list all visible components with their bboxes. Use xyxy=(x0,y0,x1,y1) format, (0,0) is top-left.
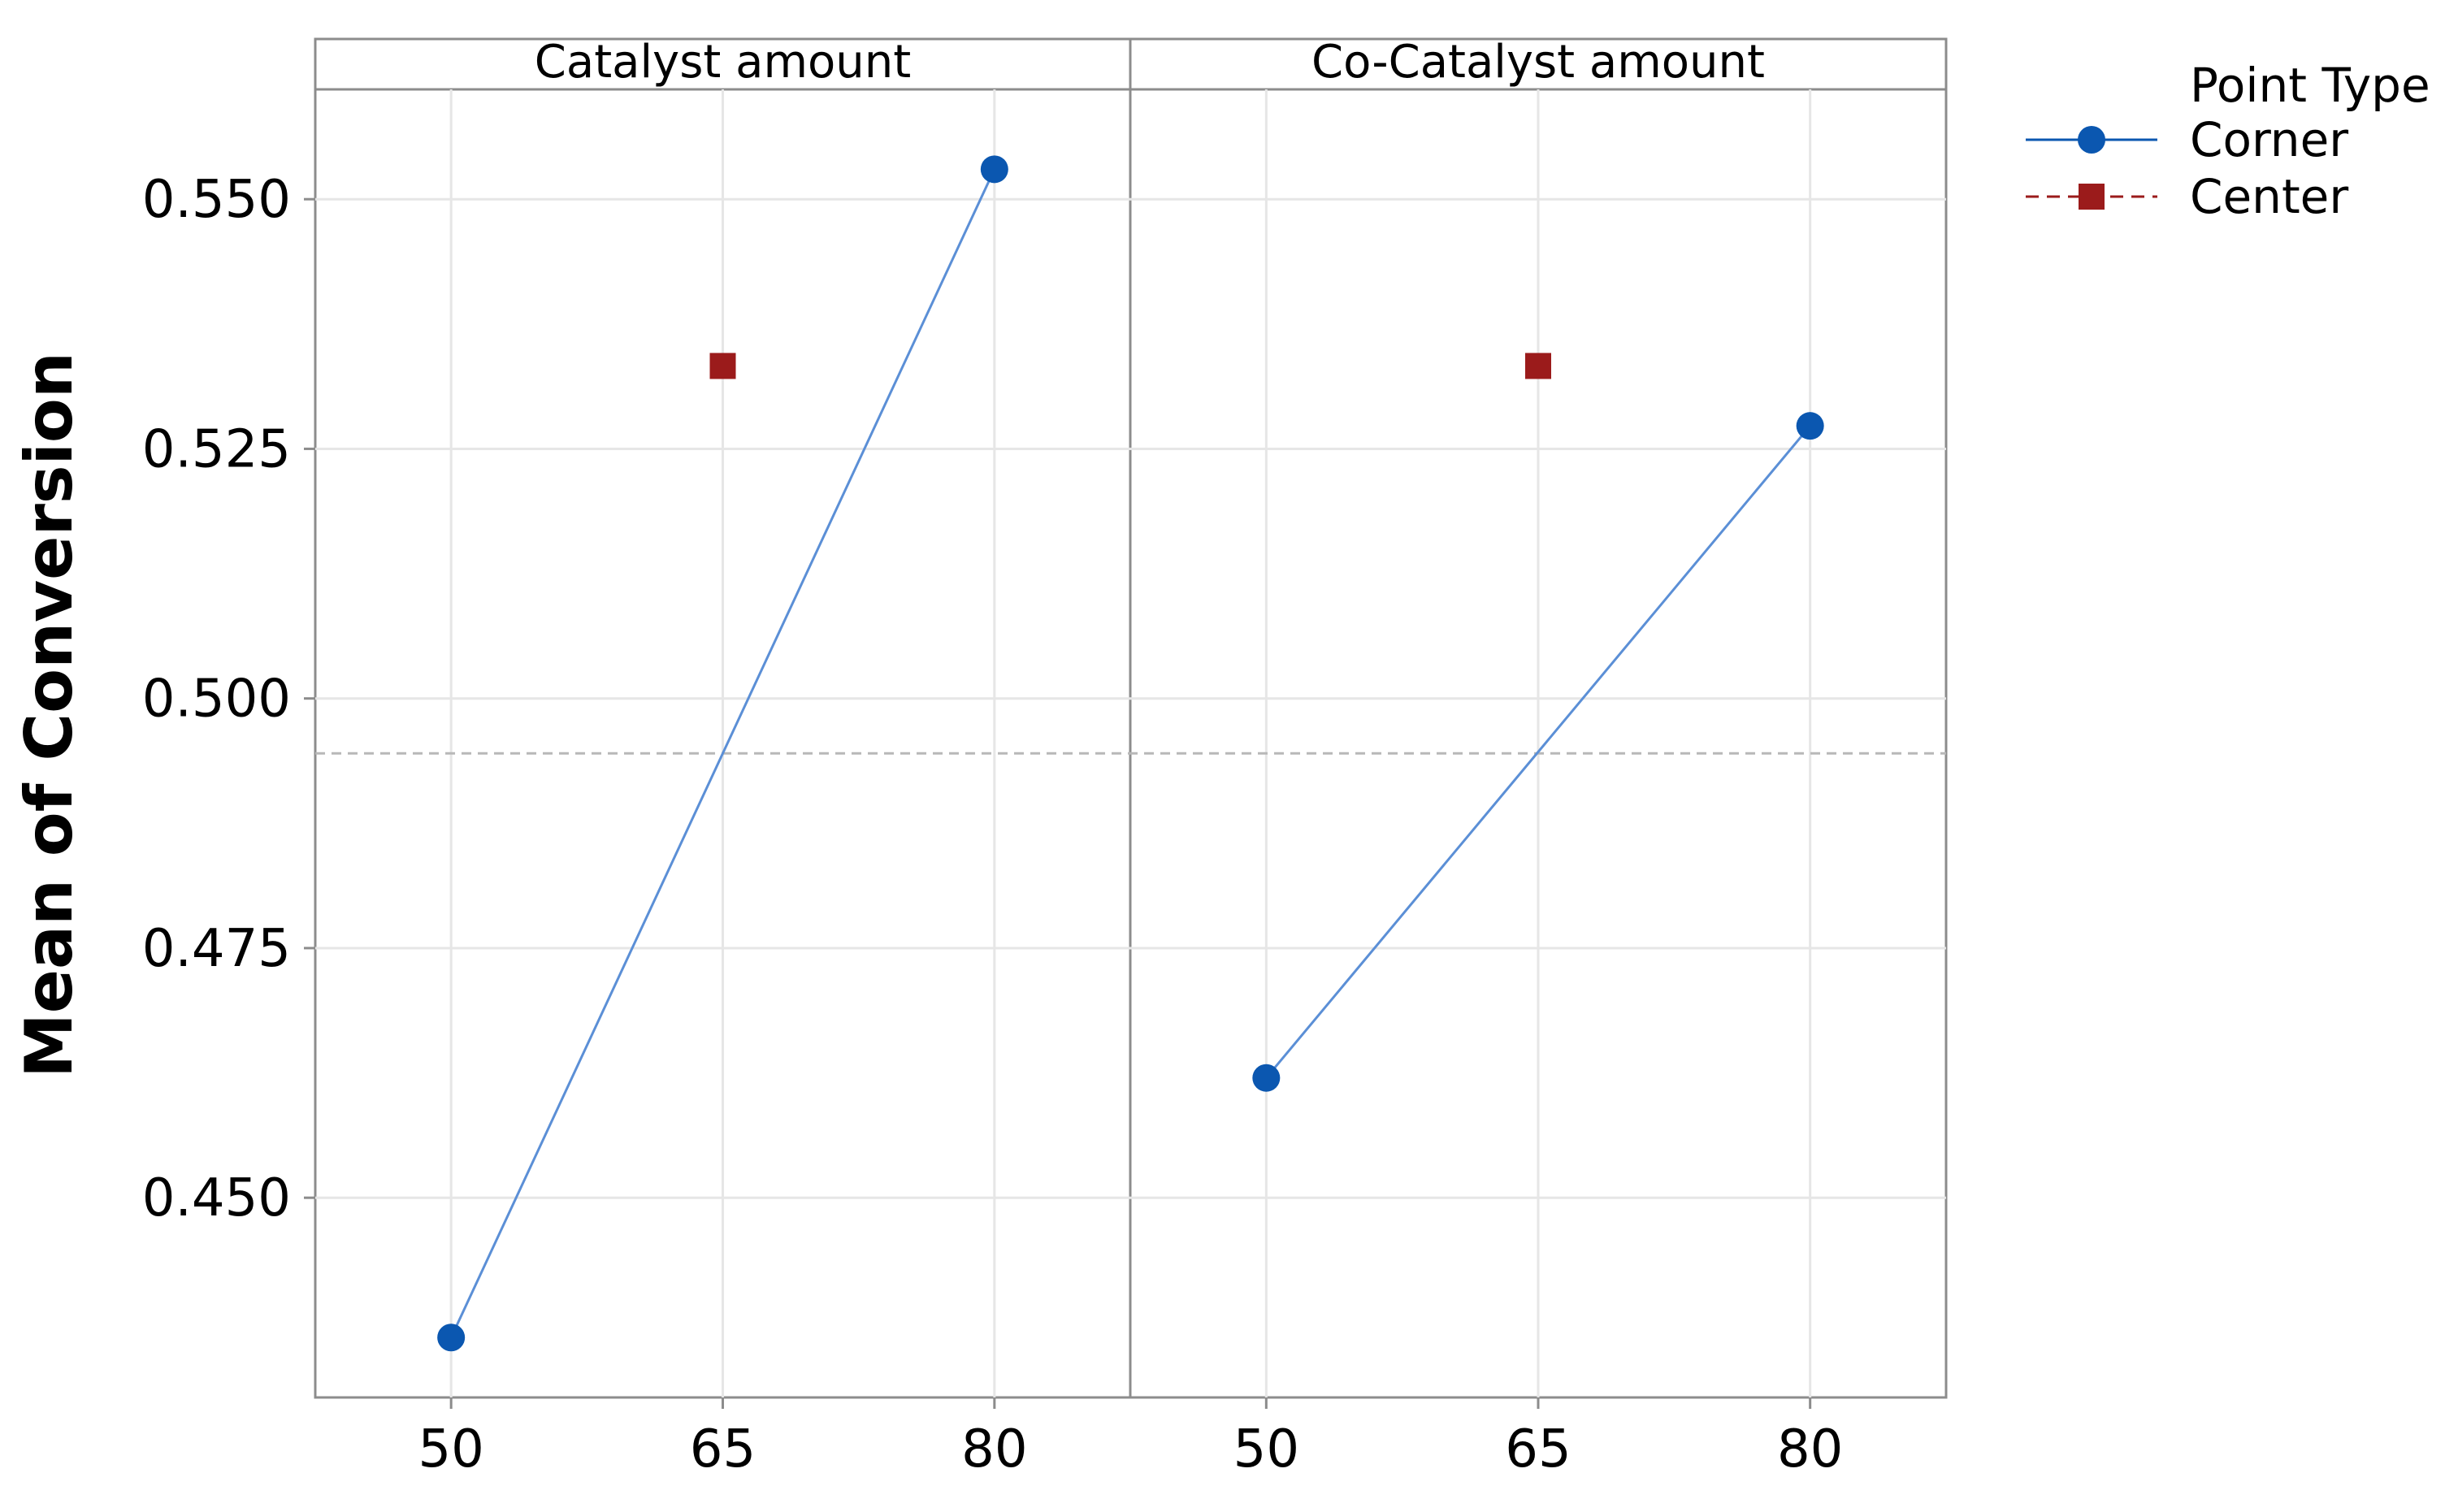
y-tick-label: 0.525 xyxy=(142,419,291,479)
panel-title-1: Catalyst amount xyxy=(535,36,911,89)
corner-line-2 xyxy=(1265,425,1811,1079)
corner-point xyxy=(1796,412,1824,440)
center-point xyxy=(1525,353,1551,379)
legend-marker-corner xyxy=(2078,126,2105,154)
center-point xyxy=(709,353,736,379)
x-tick-label: 65 xyxy=(1505,1419,1571,1480)
y-tick-label: 0.550 xyxy=(142,170,291,230)
x-tick-label: 80 xyxy=(961,1419,1027,1480)
corner-line-1 xyxy=(449,168,996,1338)
legend-title: Point Type xyxy=(2190,58,2430,113)
legend-label-corner: Corner xyxy=(2190,112,2348,167)
legend-label-center: Center xyxy=(2190,169,2348,224)
x-tick-label: 50 xyxy=(1233,1419,1299,1480)
panel-frames: Catalyst amount Co-Catalyst amount xyxy=(314,36,1948,1399)
corner-point xyxy=(1252,1064,1281,1092)
gridlines xyxy=(315,89,1946,1397)
panel-header-2 xyxy=(1129,37,1948,91)
panel-header-1 xyxy=(314,37,1132,91)
axes-layer: 0.450 0.475 0.500 0.525 0.550 50 65 80 50 65 80 xyxy=(142,170,1844,1480)
x-tick-label: 80 xyxy=(1777,1419,1843,1480)
series-layer xyxy=(437,155,1824,1352)
corner-point xyxy=(437,1324,466,1352)
y-tick-label: 0.450 xyxy=(142,1168,291,1228)
x-tick-label: 65 xyxy=(690,1419,756,1480)
y-axis-label: Mean of Conversion xyxy=(11,352,87,1078)
y-tick-label: 0.475 xyxy=(142,919,291,979)
panel-title-2: Co-Catalyst amount xyxy=(1311,36,1765,89)
legend-marker-center xyxy=(2079,184,2105,210)
corner-point xyxy=(980,155,1008,184)
x-tick-label: 50 xyxy=(418,1419,483,1480)
y-tick-label: 0.500 xyxy=(142,669,291,730)
